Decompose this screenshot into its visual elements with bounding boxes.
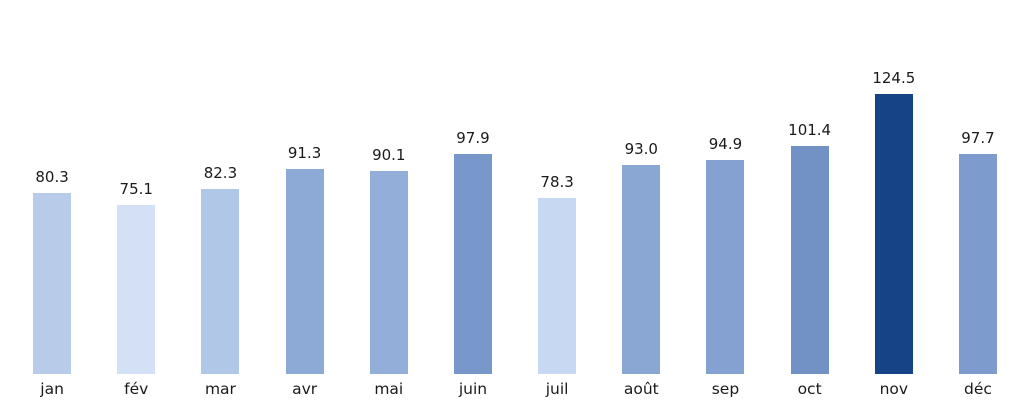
bar-value-label: 75.1	[119, 180, 153, 198]
x-tick-label: juil	[545, 380, 569, 398]
bar-6	[453, 154, 492, 374]
bar-column-12: 97.7 déc	[936, 0, 1020, 404]
bar-column-2: 75.1 fév	[94, 0, 178, 404]
bar-value-label: 97.7	[961, 129, 995, 147]
bar-column-11: 124.5 nov	[852, 0, 936, 404]
x-tick-label: oct	[797, 380, 822, 398]
bar-column-8: 93.0 août	[599, 0, 683, 404]
x-tick-label: déc	[964, 380, 992, 398]
x-tick-label: mai	[374, 380, 404, 398]
x-tick-label: nov	[879, 380, 909, 398]
bar-value-label: 94.9	[708, 135, 743, 153]
bar-value-label: 93.0	[624, 140, 658, 158]
bar-value-label: 78.3	[540, 173, 574, 191]
bar-value-label: 91.3	[287, 144, 322, 162]
bar-chart: 80.3 jan 75.1 fév 82.3 mar 91.3 avr 90.1 mai 97.9 j…	[10, 0, 1020, 404]
x-tick-label: mar	[204, 380, 236, 398]
x-tick-label: fév	[124, 380, 149, 398]
bar-1	[33, 193, 72, 374]
bar-value-label: 101.4	[788, 121, 832, 139]
x-tick-label: août	[623, 380, 659, 398]
bar-5	[369, 171, 408, 374]
bar-value-label: 124.5	[872, 69, 916, 87]
bar-column-1: 80.3 jan	[10, 0, 94, 404]
x-tick-label: juin	[458, 380, 488, 398]
x-tick-label: avr	[292, 380, 318, 398]
bar-value-label: 90.1	[372, 146, 406, 164]
bar-10	[790, 146, 829, 374]
bar-7	[538, 198, 577, 374]
bar-column-6: 97.9 juin	[431, 0, 515, 404]
bar-column-5: 90.1 mai	[347, 0, 431, 404]
bar-3	[201, 189, 240, 374]
bar-2	[117, 205, 156, 374]
bar-value-label: 97.9	[456, 129, 490, 147]
bar-value-label: 82.3	[203, 164, 238, 182]
x-tick-label: sep	[711, 380, 740, 398]
bar-column-4: 91.3 avr	[263, 0, 347, 404]
bar-11	[874, 94, 913, 374]
x-tick-label: jan	[40, 380, 64, 398]
bar-8	[622, 165, 661, 374]
bar-column-10: 101.4 oct	[768, 0, 852, 404]
bar-value-label: 80.3	[35, 168, 69, 186]
bar-column-3: 82.3 mar	[178, 0, 262, 404]
bar-column-7: 78.3 juil	[515, 0, 599, 404]
bar-4	[285, 169, 324, 374]
bar-12	[958, 154, 997, 374]
bar-column-9: 94.9 sep	[683, 0, 767, 404]
bar-9	[706, 160, 745, 374]
